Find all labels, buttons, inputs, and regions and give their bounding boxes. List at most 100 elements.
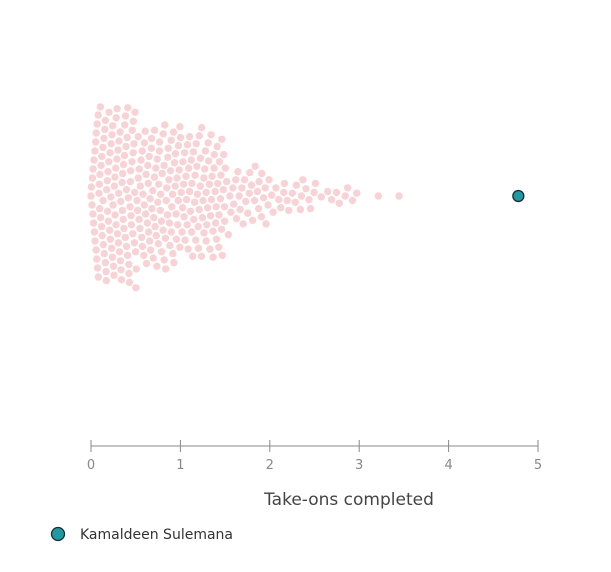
population-dot — [137, 182, 144, 189]
x-tick-label: 5 — [534, 458, 542, 473]
population-dot — [242, 198, 249, 205]
population-dot — [221, 218, 228, 225]
population-dot — [201, 165, 208, 172]
population-dot — [173, 174, 180, 181]
population-dot — [93, 129, 100, 136]
population-dot — [95, 190, 102, 197]
population-dot — [206, 181, 213, 188]
population-dot — [117, 257, 124, 264]
population-dot — [254, 188, 261, 195]
population-dot — [302, 185, 309, 192]
population-dot — [102, 268, 109, 275]
population-dot — [151, 173, 158, 180]
population-dot — [310, 189, 317, 196]
population-dot — [193, 140, 200, 147]
population-dot — [293, 182, 300, 189]
population-dot — [220, 151, 227, 158]
population-dot — [298, 192, 305, 199]
population-dot — [179, 204, 186, 211]
population-dot — [328, 196, 335, 203]
population-dot — [123, 134, 130, 141]
population-dot — [94, 264, 101, 271]
population-dot — [196, 132, 203, 139]
population-dot — [148, 205, 155, 212]
population-dot — [162, 235, 169, 242]
population-dot — [305, 196, 312, 203]
population-dot — [98, 223, 105, 230]
population-dot — [151, 223, 158, 230]
population-dot — [111, 182, 118, 189]
population-dot — [89, 210, 96, 217]
population-dot — [135, 133, 142, 140]
population-dot — [198, 124, 205, 131]
population-dot — [106, 149, 113, 156]
population-dot — [197, 155, 204, 162]
population-dot — [141, 201, 148, 208]
population-dot — [97, 103, 104, 110]
population-dot — [119, 207, 126, 214]
population-dot — [281, 180, 288, 187]
population-dot — [133, 197, 140, 204]
population-dot — [177, 134, 184, 141]
population-dot — [175, 197, 182, 204]
population-dot — [375, 192, 382, 199]
population-dot — [105, 109, 112, 116]
population-dot — [127, 212, 134, 219]
population-dot — [96, 181, 103, 188]
population-dot — [150, 254, 157, 261]
population-dot — [124, 252, 131, 259]
population-dot — [218, 136, 225, 143]
population-dot — [155, 181, 162, 188]
population-dot — [204, 204, 211, 211]
population-dot — [188, 180, 195, 187]
population-dot — [135, 216, 142, 223]
population-dot — [285, 207, 292, 214]
population-dot — [180, 213, 187, 220]
population-dot — [106, 227, 113, 234]
population-dot — [216, 158, 223, 165]
population-dot — [105, 158, 112, 165]
population-dot — [229, 184, 236, 191]
population-dot — [156, 138, 163, 145]
population-dot — [97, 162, 104, 169]
population-dot — [248, 182, 255, 189]
population-dot — [205, 157, 212, 164]
population-dot — [164, 154, 171, 161]
legend: Kamaldeen Sulemana — [52, 527, 234, 543]
population-dot — [244, 209, 251, 216]
population-dot — [157, 191, 164, 198]
population-dot — [149, 187, 156, 194]
population-dot — [166, 242, 173, 249]
population-dot — [299, 176, 306, 183]
population-dot — [246, 169, 253, 176]
x-tick-label: 0 — [87, 458, 95, 473]
population-dot — [168, 228, 175, 235]
population-dot — [91, 237, 98, 244]
population-dot — [125, 261, 132, 268]
population-dot — [103, 277, 110, 284]
population-dot — [146, 195, 153, 202]
population-dot — [151, 127, 158, 134]
population-dot — [190, 148, 197, 155]
population-dot — [209, 227, 216, 234]
population-dot — [110, 263, 117, 270]
population-dot — [159, 227, 166, 234]
population-dot — [113, 114, 120, 121]
population-dot — [275, 196, 282, 203]
population-dot — [96, 171, 103, 178]
population-dot — [120, 161, 127, 168]
population-dot — [111, 173, 118, 180]
population-dot — [213, 143, 220, 150]
population-dot — [172, 210, 179, 217]
population-dot — [232, 176, 239, 183]
population-dot — [94, 111, 101, 118]
population-dot — [131, 189, 138, 196]
population-dot — [145, 153, 152, 160]
population-dot — [184, 245, 191, 252]
population-dot — [307, 205, 314, 212]
population-dot — [289, 190, 296, 197]
population-dot — [194, 223, 201, 230]
population-dot — [109, 201, 116, 208]
population-dot — [192, 236, 199, 243]
population-dot — [132, 248, 139, 255]
